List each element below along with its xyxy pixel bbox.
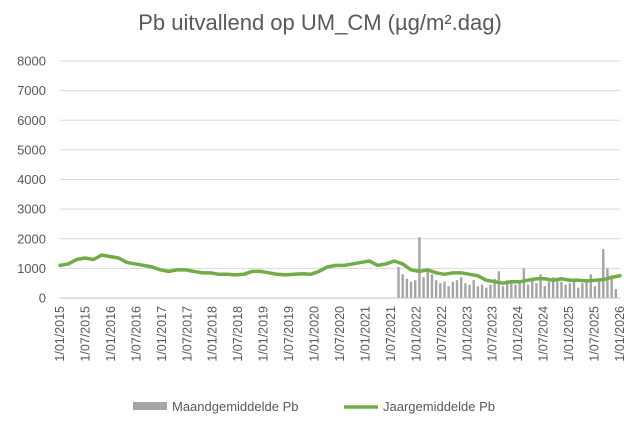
bar — [539, 274, 542, 298]
bar — [581, 283, 584, 298]
x-tick-label: 1/07/2021 — [384, 306, 398, 362]
bar — [505, 280, 509, 298]
x-tick-label: 1/01/2020 — [308, 306, 322, 362]
bar — [455, 280, 459, 298]
bar — [535, 283, 538, 298]
bar — [480, 284, 484, 298]
x-tick-label: 1/01/2022 — [409, 306, 423, 362]
bar — [572, 280, 576, 298]
bar — [610, 278, 613, 298]
bar — [447, 286, 450, 298]
x-tick-label: 1/01/2016 — [104, 306, 118, 362]
x-tick-label: 1/07/2019 — [282, 306, 296, 362]
bar — [443, 281, 446, 298]
bar — [422, 277, 425, 298]
bar — [434, 280, 438, 298]
x-tick-label: 1/01/2021 — [358, 306, 372, 362]
bar — [589, 274, 592, 298]
bar — [501, 286, 505, 298]
bar — [397, 266, 400, 298]
bar — [543, 286, 546, 298]
bar — [564, 284, 567, 298]
bar — [409, 281, 413, 298]
y-tick-label: 1000 — [17, 261, 46, 276]
x-tick-label: 1/01/2025 — [562, 306, 576, 362]
x-tick-label: 1/07/2023 — [486, 306, 500, 362]
bar — [597, 281, 601, 298]
bar — [522, 268, 526, 298]
bar — [602, 249, 605, 298]
legend-label-jaargemiddelde: Jaargemiddelde Pb — [383, 399, 495, 414]
bar — [485, 287, 488, 298]
y-tick-label: 6000 — [17, 113, 46, 128]
bar — [568, 283, 572, 298]
bar — [510, 281, 513, 298]
y-tick-label: 0 — [39, 291, 46, 306]
bar — [606, 268, 609, 298]
bar — [614, 289, 618, 298]
y-tick-label: 8000 — [17, 54, 46, 69]
bar — [459, 277, 463, 298]
bar — [418, 237, 421, 298]
x-tick-label: 1/01/2017 — [155, 306, 169, 362]
bar — [426, 271, 429, 298]
legend-label-maandgemiddelde: Maandgemiddelde Pb — [172, 399, 298, 414]
bar — [464, 283, 467, 298]
bar — [401, 274, 404, 298]
bar — [451, 281, 455, 298]
x-tick-label: 1/07/2025 — [588, 306, 602, 362]
y-tick-label: 4000 — [17, 172, 46, 187]
x-tick-label: 1/07/2017 — [180, 306, 194, 362]
bar — [493, 278, 496, 298]
bar — [593, 286, 597, 298]
x-tick-label: 1/01/2023 — [460, 306, 474, 362]
bar — [526, 284, 530, 298]
bar — [518, 283, 521, 298]
bar — [439, 283, 442, 298]
bar — [547, 281, 551, 298]
x-tick-label: 1/01/2018 — [206, 306, 220, 362]
x-tick-label: 1/01/2019 — [257, 306, 271, 362]
line-series-jaargemiddelde — [58, 253, 622, 285]
bar — [414, 280, 417, 298]
bar — [577, 287, 580, 298]
bar — [468, 284, 471, 298]
x-tick-label: 1/01/2024 — [511, 306, 525, 362]
bar — [472, 280, 475, 298]
y-tick-label: 3000 — [17, 202, 46, 217]
y-tick-label: 7000 — [17, 83, 46, 98]
x-tick-label: 1/07/2024 — [537, 306, 551, 362]
bar — [556, 280, 559, 298]
bar — [497, 271, 501, 298]
x-tick-label: 1/07/2018 — [231, 306, 245, 362]
bar — [430, 274, 434, 298]
bar — [476, 286, 480, 298]
bar — [514, 284, 517, 298]
bar — [585, 281, 588, 298]
y-tick-label: 2000 — [17, 231, 46, 246]
bar — [405, 278, 409, 298]
x-tick-label: 1/07/2020 — [333, 306, 347, 362]
bar — [531, 280, 534, 298]
x-tick-label: 1/07/2015 — [78, 306, 92, 362]
y-tick-label: 5000 — [17, 142, 46, 157]
bar — [560, 281, 563, 298]
x-tick-label: 1/01/2015 — [53, 306, 67, 362]
bar — [551, 277, 555, 298]
bar — [489, 284, 492, 298]
x-tick-label: 1/01/2026 — [613, 306, 627, 362]
x-tick-label: 1/07/2022 — [435, 306, 449, 362]
chart-title: Pb uitvallend op UM_CM (µg/m².dag) — [138, 10, 502, 35]
x-tick-label: 1/07/2016 — [129, 306, 143, 362]
legend-swatch-bar — [133, 402, 167, 410]
